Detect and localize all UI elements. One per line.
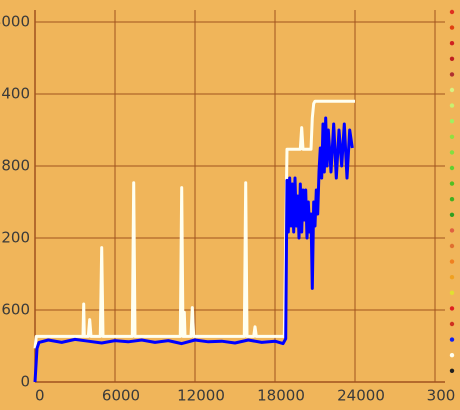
legend-dot xyxy=(449,337,455,342)
y-tick-label: 3000 xyxy=(0,13,30,31)
x-tick-label: 18000 xyxy=(257,387,305,405)
legend-dot xyxy=(449,103,455,108)
legend-dot xyxy=(449,119,455,124)
y-tick-label: 600 xyxy=(1,301,30,319)
legend-dot xyxy=(449,181,455,186)
x-tick-label: 12000 xyxy=(177,387,225,405)
y-tick-label: 1800 xyxy=(0,157,30,175)
legend-dot xyxy=(449,56,455,61)
legend-dot xyxy=(449,165,455,171)
x-tick-label: 300 xyxy=(427,387,456,405)
legend-dot xyxy=(449,368,455,373)
x-tick-label: 24000 xyxy=(337,387,385,405)
legend-dot xyxy=(449,134,455,139)
legend-dot xyxy=(449,87,455,93)
y-tick-label: 0 xyxy=(20,373,30,391)
legend-dot xyxy=(449,306,455,311)
x-tick-label: 6000 xyxy=(102,387,140,405)
legend-dot xyxy=(449,197,455,202)
legend-dot xyxy=(449,321,455,327)
legend-dot xyxy=(449,243,455,249)
y-tick-label: 1200 xyxy=(0,229,30,247)
y-tick-label: 2400 xyxy=(0,85,30,103)
x-tick-label: 0 xyxy=(35,387,45,405)
legend-dot xyxy=(449,353,455,358)
legend-dot xyxy=(449,25,455,30)
legend-dot xyxy=(449,9,455,15)
legend-dot xyxy=(449,150,455,155)
series-line xyxy=(33,116,354,383)
legend-dot xyxy=(449,212,455,217)
series-line xyxy=(33,99,355,349)
legend-dot xyxy=(449,41,455,46)
legend-dot xyxy=(449,275,455,280)
legend-dot xyxy=(449,290,455,295)
legend-dot xyxy=(449,228,455,233)
legend-dot xyxy=(449,72,455,77)
legend-dot xyxy=(449,259,455,264)
